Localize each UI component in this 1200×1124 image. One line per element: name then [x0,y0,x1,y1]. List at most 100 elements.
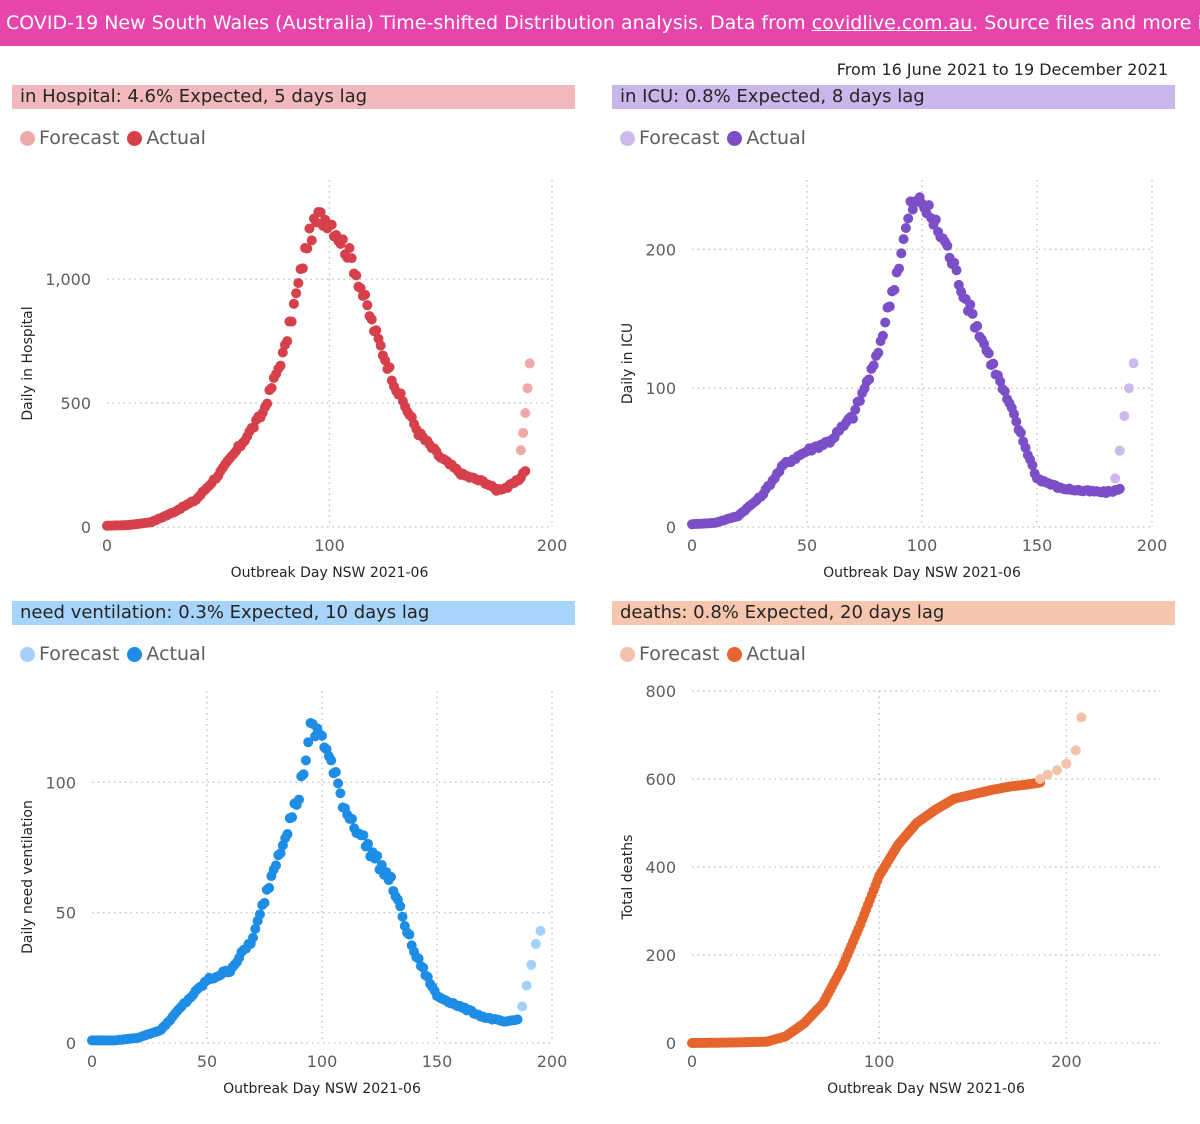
chart-title-ventilation: need ventilation: 0.3% Expected, 10 days… [12,601,575,625]
y-tick-label: 500 [60,394,91,413]
date-range: From 16 June 2021 to 19 December 2021 [836,60,1168,79]
chart-icu: 0 50 100 150 200 0 100 200 Outbreak Day NSW 2021… [620,180,1168,581]
actual-point [884,301,895,312]
y-tick-label: 800 [645,682,676,701]
actual-point [898,234,909,245]
actual-point [1015,427,1026,438]
actual-point [942,240,953,251]
actual-point [520,466,531,477]
forecast-point [515,445,526,456]
actual-point [372,850,383,861]
legend-forecast[interactable]: Forecast [620,643,719,665]
forecast-dot-icon [20,646,35,662]
actual-point [351,270,362,281]
actual-point [972,320,983,331]
actual-point [923,200,934,211]
legend-forecast[interactable]: Forecast [20,127,119,149]
actual-point [965,299,976,310]
actual-point [880,317,891,328]
actual-dot-icon [727,130,743,146]
actual-point [363,838,373,849]
actual-point [894,263,904,274]
actual-point [302,243,313,254]
actual-point [900,222,911,233]
panel-ventilation: need ventilation: 0.3% Expected, 10 days… [12,601,575,1106]
actual-point [335,788,346,799]
x-tick-label: 200 [537,1052,568,1071]
legend-actual[interactable]: Actual [727,643,806,665]
legend-forecast[interactable]: Forecast [620,127,719,149]
x-axis-title: Outbreak Day NSW 2021-06 [823,565,1021,581]
legend-actual[interactable]: Actual [127,643,206,665]
y-tick-label: 0 [81,518,91,537]
legend-forecast[interactable]: Forecast [20,643,119,665]
actual-point [254,909,265,920]
actual-point [282,829,293,840]
actual-point [259,897,270,908]
actual-dot-icon [727,646,743,662]
legend-hospital: Forecast Actual [20,127,214,149]
actual-point [951,265,962,276]
chart-title-hospital: in Hospital: 4.6% Expected, 5 days lag [12,85,575,109]
chart-title-deaths: deaths: 0.8% Expected, 20 days lag [612,601,1175,625]
forecast-point [521,980,532,991]
actual-point [298,769,309,780]
forecast-point [535,925,546,936]
actual-point [850,404,861,415]
actual-point [395,901,406,912]
actual-point [293,277,304,288]
actual-point [397,911,408,922]
actual-point [404,929,415,940]
x-tick-label: 0 [687,536,697,555]
actual-point [413,953,424,964]
forecast-point [1061,758,1072,769]
x-tick-label: 50 [797,536,817,555]
actual-point [333,778,344,789]
legend-deaths: Forecast Actual [620,643,814,665]
actual-point [277,347,288,358]
x-tick-label: 100 [864,1052,895,1071]
legend-ventilation: Forecast Actual [20,643,214,665]
x-tick-label: 150 [422,1052,453,1071]
actual-point [868,360,879,371]
actual-point [326,755,337,766]
y-tick-label: 200 [645,240,676,259]
forecast-point [1128,358,1139,369]
forecast-dot-icon [20,130,35,146]
chart-hospital: 0 100 200 0 500 1,000 Outbreak Day NSW 2021-06… [20,180,568,581]
actual-point [386,871,396,882]
forecast-point [1119,410,1130,421]
actual-point [362,300,373,311]
source-link[interactable]: covidlive.com.au [811,12,973,34]
header-suffix: . Source files and more info on g [972,12,1200,34]
forecast-point [518,427,529,438]
legend-actual[interactable]: Actual [727,127,806,149]
actual-point [360,289,371,300]
actual-dot-icon [127,646,143,662]
forecast-point [1114,445,1125,456]
actual-point [315,207,326,218]
x-tick-label: 0 [87,1052,97,1071]
x-tick-label: 100 [307,1052,338,1071]
legend-actual[interactable]: Actual [127,127,206,149]
actual-point [300,755,311,766]
actual-point [303,737,314,748]
actual-point [854,395,865,406]
actual-point [384,362,395,373]
actual-point [275,848,286,859]
y-tick-label: 400 [645,858,676,877]
actual-point [248,932,258,943]
actual-point [358,830,369,841]
x-tick-label: 200 [537,536,568,555]
actual-point [967,308,978,319]
y-axis-title: Total deaths [620,835,636,921]
actual-point [988,358,999,369]
y-tick-label: 0 [666,1034,676,1053]
actual-point [983,348,994,359]
chart-title-icu: in ICU: 0.8% Expected, 8 days lag [612,85,1175,109]
forecast-point [1070,745,1081,756]
actual-point [275,360,286,371]
x-tick-label: 200 [1137,536,1168,555]
panel-deaths: deaths: 0.8% Expected, 20 days lag Forec… [612,601,1175,1106]
y-tick-label: 100 [645,379,676,398]
